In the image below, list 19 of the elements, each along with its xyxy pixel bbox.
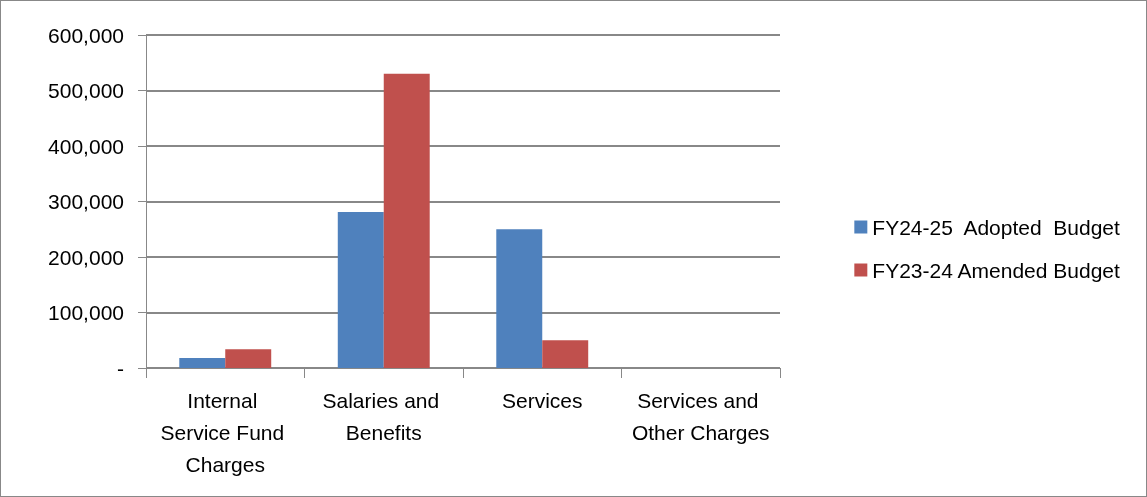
x-tick-label: Services and Other Charges bbox=[631, 388, 770, 444]
bar bbox=[496, 229, 543, 368]
y-tick-label: 400,000 bbox=[48, 134, 124, 158]
y-tick-label: 300,000 bbox=[48, 190, 124, 213]
y-tick-label: 100,000 bbox=[48, 301, 124, 324]
y-tick-label: 200,000 bbox=[48, 245, 124, 269]
bar bbox=[337, 212, 384, 368]
y-tick-label: - bbox=[117, 356, 124, 380]
y-tick-label: 500,000 bbox=[48, 79, 124, 102]
bar bbox=[225, 349, 272, 368]
x-tick-label: Internal Service Fund Charges bbox=[160, 388, 291, 476]
y-tick-label: 600,000 bbox=[48, 23, 124, 47]
x-tick-label: Salaries and Benefits bbox=[322, 388, 446, 444]
legend-label: FY23-24 Amended Budget bbox=[872, 258, 1120, 282]
legend-label: FY24-25 Adopted Budget bbox=[872, 215, 1121, 239]
x-tick-label: Services bbox=[501, 388, 583, 412]
bar bbox=[542, 340, 589, 368]
bar bbox=[179, 358, 226, 368]
bar bbox=[383, 73, 430, 368]
